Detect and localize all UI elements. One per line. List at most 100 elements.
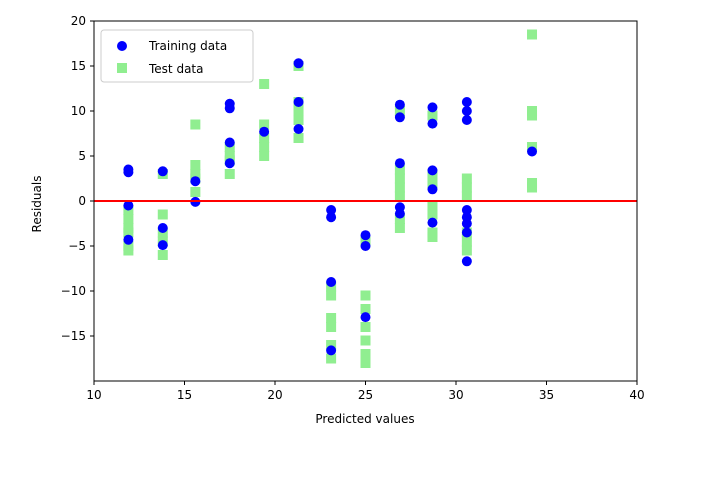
x-tick-label: 15 [177,388,192,402]
training-data-point [527,146,538,157]
training-data-point [293,58,304,69]
test-data-point [259,133,270,143]
x-axis-label: Predicted values [315,412,414,426]
y-tick-label: 10 [71,104,86,118]
legend-training-marker [117,41,127,51]
test-data-point [190,119,201,130]
test-data-point [326,340,337,350]
test-data-point [259,119,270,130]
x-tick-label: 25 [358,388,373,402]
test-data-point [427,209,438,220]
legend-test-marker [117,63,127,73]
test-data-point [360,290,371,301]
x-tick-label: 20 [267,388,282,402]
test-data-point [461,191,472,202]
training-data-point [326,205,337,215]
test-data-point [293,115,304,125]
training-data-point [461,115,472,125]
y-tick-label: −10 [61,284,86,298]
test-data-point [190,160,201,170]
y-tick-label: 15 [71,59,86,73]
x-tick-label: 40 [629,388,644,402]
training-data-point [394,158,405,169]
training-data-point [326,277,337,287]
test-data-point [427,178,438,188]
training-data-point [461,97,472,107]
test-data-point [527,29,538,40]
test-data-point [394,173,405,184]
test-data-point [293,106,304,116]
training-data-point [326,345,337,356]
y-tick-label: 20 [71,14,86,28]
training-data-point [293,97,304,107]
test-data-point [360,335,371,346]
test-data-point [527,110,538,121]
training-data-point [360,230,371,241]
y-tick-label: 5 [78,149,86,163]
training-data-point [157,223,168,233]
test-data-point [326,322,337,332]
test-data-point [259,142,270,152]
test-data-point [394,223,405,233]
test-data-point [360,358,371,368]
test-data-point [157,250,168,260]
test-data-point [224,169,235,179]
training-data-point [427,217,438,228]
training-data-point [461,218,472,229]
training-data-point [157,166,168,177]
y-axis-ticks: −15 −10 −5 0 5 10 15 20 [61,14,94,343]
x-axis-ticks: 10 15 20 25 30 35 40 [86,381,645,402]
training-data-point [461,205,472,215]
test-data-point [360,322,371,332]
test-data-point [427,110,438,121]
test-data-point [326,313,337,323]
y-tick-label: 0 [78,194,86,208]
training-data-point [157,240,168,251]
training-data-point [259,126,270,137]
test-data-point [394,164,405,175]
test-data-point [527,182,538,193]
test-data-point [123,214,134,224]
training-data-point [461,227,472,238]
x-tick-label: 30 [448,388,463,402]
test-data-point [461,173,472,184]
training-data-point [123,234,134,245]
test-data-point [394,106,405,116]
test-data-point [394,182,405,193]
training-data-point [123,200,134,211]
test-data-point [326,353,337,364]
legend-training-label: Training data [148,39,227,53]
test-data-point [293,133,304,143]
test-data-point [427,200,438,211]
y-tick-label: −5 [68,239,86,253]
test-data-point [427,232,438,242]
test-data-point [157,209,168,220]
x-tick-label: 35 [539,388,554,402]
training-data-point [293,124,304,134]
test-data-point [461,182,472,193]
test-data-point [394,191,405,202]
training-data-point [427,102,438,113]
training-data-point [224,103,235,114]
training-data-point [427,165,438,176]
test-data-point [326,290,337,301]
training-data-point [394,112,405,123]
training-data-point [360,241,371,251]
test-data-point [394,214,405,224]
training-data-point [394,99,405,110]
plot-area [94,29,637,368]
test-data-point [360,304,371,314]
test-data-point [123,227,134,238]
test-data-point [461,245,472,256]
y-axis-label: Residuals [30,176,44,233]
training-data-point [461,256,472,267]
test-data-point [259,151,270,161]
legend-box [100,29,254,83]
legend-test-label: Test data [148,62,203,76]
training-data-point [461,106,472,116]
training-data-point [224,158,235,169]
training-data-point [427,118,438,129]
test-data-point [461,236,472,247]
training-data-point [360,312,371,323]
